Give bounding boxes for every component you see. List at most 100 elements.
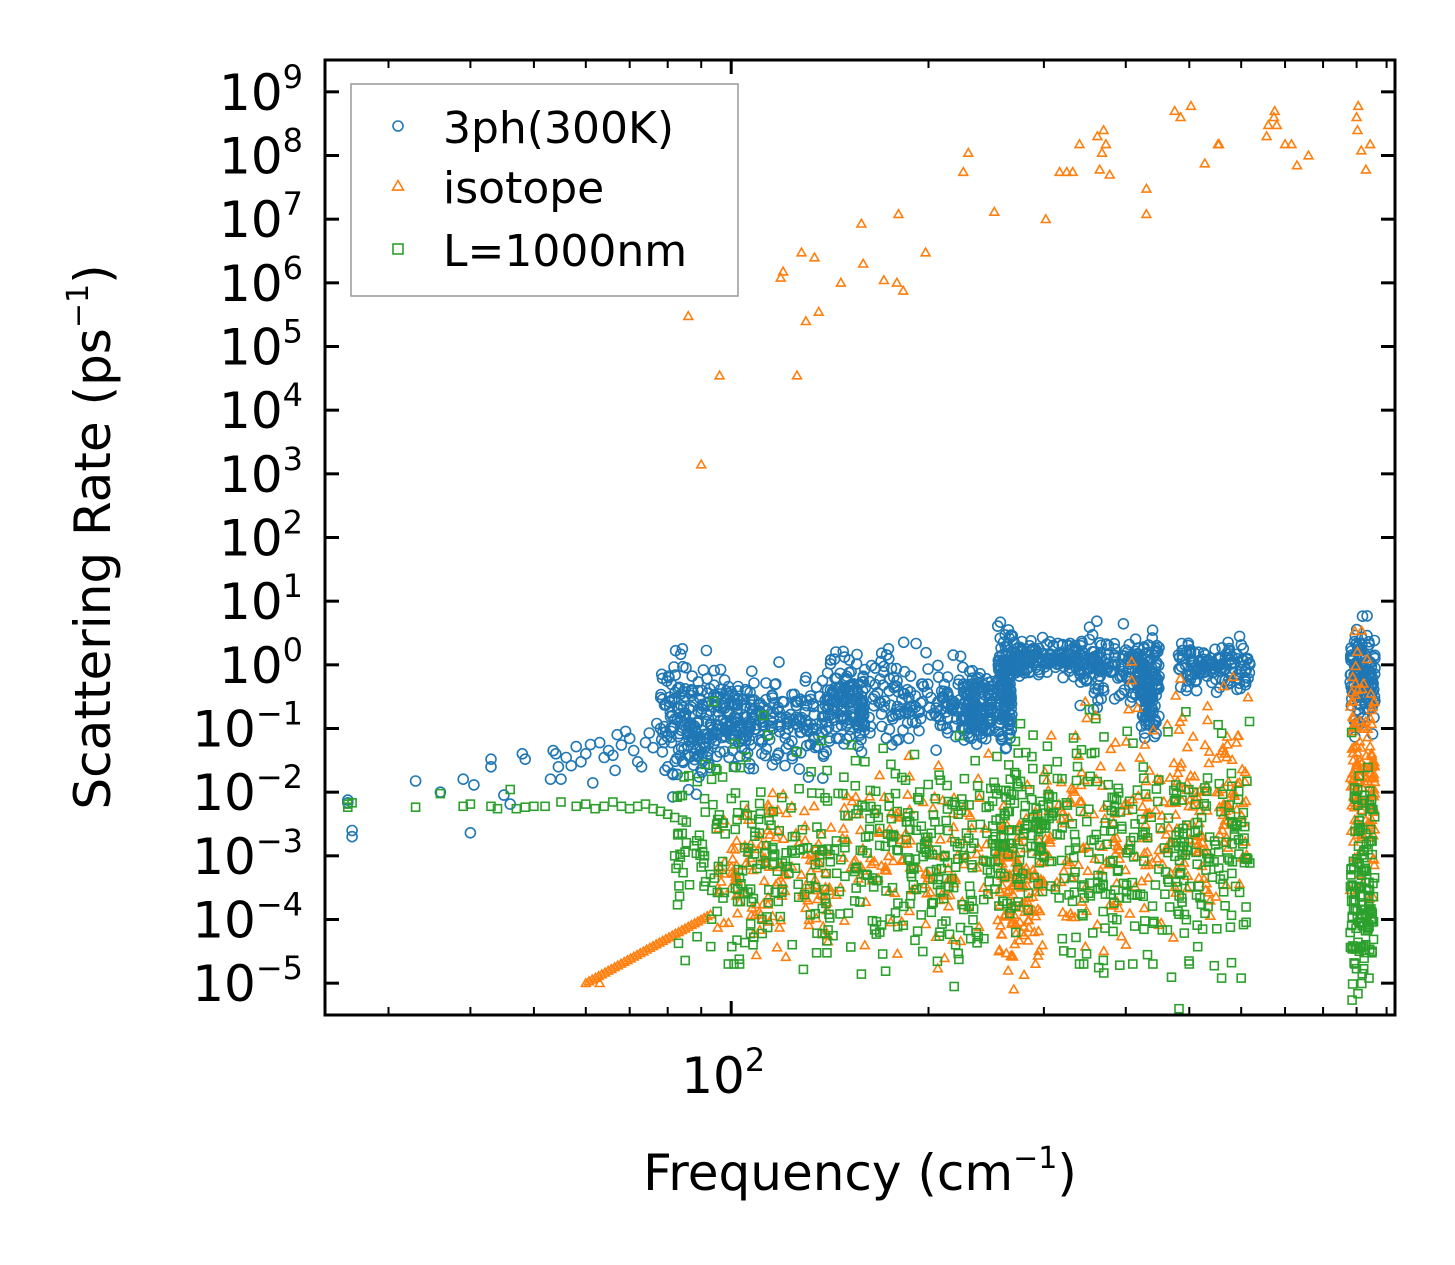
circle-point <box>1199 649 1211 661</box>
triangle-point <box>1221 738 1234 749</box>
circle-point <box>778 696 790 708</box>
circle-point <box>1036 631 1049 644</box>
circle-point <box>672 743 685 756</box>
triangle-point <box>1351 645 1364 656</box>
circle-point <box>579 747 592 760</box>
square-point <box>1236 973 1246 983</box>
triangle-point <box>1160 828 1173 839</box>
square-point <box>680 847 690 858</box>
circle-point <box>1043 656 1055 668</box>
series-layer <box>341 99 1381 1014</box>
square-point <box>837 788 848 799</box>
square-point <box>989 777 999 788</box>
triangle-point <box>1168 104 1181 116</box>
circle-point <box>925 709 938 721</box>
square-point <box>1128 959 1138 969</box>
square-point <box>878 743 889 754</box>
circle-point <box>864 720 877 733</box>
triangle-point <box>1001 885 1014 897</box>
triangle-point <box>1109 736 1122 747</box>
square-point <box>1057 933 1068 944</box>
square-point <box>943 796 954 807</box>
circle-point <box>748 723 761 736</box>
circle-point <box>714 663 727 676</box>
circle-point <box>1241 653 1254 666</box>
circle-point <box>697 664 710 676</box>
square-point <box>763 897 774 908</box>
square-point <box>1069 829 1080 840</box>
triangle-point <box>711 921 724 932</box>
triangle-point <box>1096 840 1109 852</box>
triangle-point <box>1240 795 1252 806</box>
square-point <box>1004 806 1015 817</box>
circle-point <box>686 670 699 682</box>
triangle-point <box>1216 744 1228 756</box>
triangle-point <box>920 918 932 929</box>
triangle-point <box>1346 742 1358 753</box>
square-point <box>954 730 965 741</box>
circle-point <box>696 684 708 697</box>
square-point <box>1163 847 1173 858</box>
circle-point <box>816 710 829 723</box>
triangle-point <box>1193 871 1205 883</box>
triangle-point <box>1091 918 1104 929</box>
circle-point <box>794 726 807 739</box>
circle-point <box>821 684 834 696</box>
square-point <box>942 780 952 791</box>
square-point <box>928 897 939 908</box>
square-point <box>1196 899 1207 910</box>
square-point <box>1181 914 1192 925</box>
circle-point <box>901 683 914 696</box>
triangle-point <box>1053 165 1066 177</box>
square-point <box>1191 890 1202 900</box>
triangle-point <box>1006 949 1018 960</box>
square-point <box>923 779 934 790</box>
square-point <box>708 799 718 810</box>
circle-point <box>966 664 979 677</box>
square-point <box>1216 806 1226 817</box>
circle-point <box>1138 691 1150 704</box>
square-point <box>981 856 991 867</box>
circle-point <box>915 678 928 690</box>
circle-point <box>921 686 934 699</box>
circle-point <box>1368 634 1381 647</box>
triangle-point <box>946 933 959 945</box>
triangle-point <box>1018 929 1030 940</box>
triangle-point <box>1360 163 1372 174</box>
circle-point <box>1148 730 1161 743</box>
square-point <box>1203 901 1213 912</box>
square-point <box>734 959 745 969</box>
circle-point <box>1006 629 1019 642</box>
triangle-point <box>1034 905 1046 916</box>
square-point <box>949 797 960 808</box>
square-point <box>912 926 923 936</box>
triangle-point <box>1355 741 1367 752</box>
square-point <box>834 886 845 897</box>
circle-point <box>1150 689 1162 702</box>
circle-point <box>1150 661 1162 674</box>
triangle-point <box>1081 712 1093 723</box>
square-point <box>1140 828 1150 838</box>
square-point <box>1177 897 1187 907</box>
circle-point <box>822 721 835 734</box>
circle-point <box>846 686 859 699</box>
legend-item-square: L=1000nm <box>392 226 687 277</box>
circle-point <box>745 665 758 678</box>
square-point <box>886 759 896 770</box>
square-point <box>1017 789 1027 800</box>
triangle-point <box>1358 722 1370 734</box>
square-point <box>1013 879 1024 890</box>
square-point <box>762 922 773 933</box>
square-point <box>712 887 723 898</box>
circle-point <box>779 759 791 772</box>
square-point <box>1353 988 1363 999</box>
circle-point <box>1213 651 1226 664</box>
circle-point <box>863 675 876 688</box>
square-point <box>1069 872 1079 883</box>
square-point <box>1094 854 1104 864</box>
circle-point <box>878 695 891 708</box>
square-point <box>759 848 770 858</box>
square-point <box>1358 846 1369 857</box>
triangle-point <box>1271 119 1283 130</box>
square-point <box>1348 881 1358 892</box>
